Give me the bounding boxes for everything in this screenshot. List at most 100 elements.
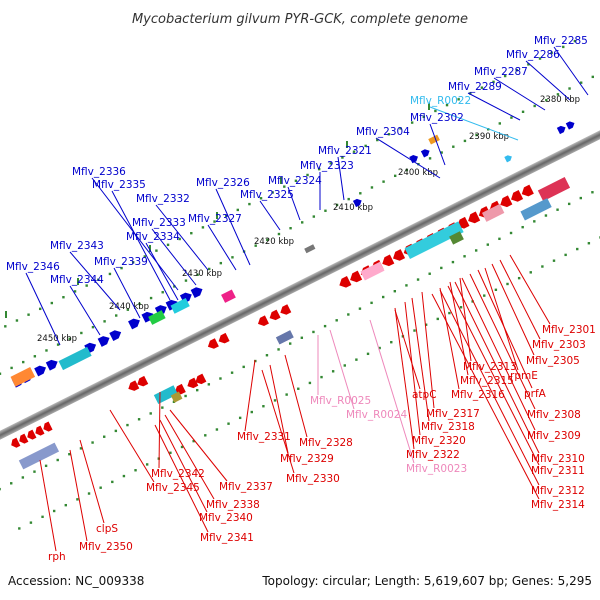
scale-dot — [289, 227, 292, 230]
gene-label-reverse[interactable]: Mflv_2315 — [460, 375, 514, 387]
gene-label-reverse[interactable]: Mflv_2314 — [531, 499, 585, 511]
gene-label-forward[interactable]: Mflv_2346 — [6, 261, 60, 273]
gene-label-reverse[interactable]: Mflv_2341 — [200, 532, 254, 544]
gene-label-reverse[interactable]: Mflv_R0024 — [346, 409, 407, 421]
label-leader-line — [79, 439, 105, 524]
gene-label-reverse[interactable]: rpmE — [510, 370, 538, 382]
gene-label-reverse[interactable]: Mflv_2350 — [79, 541, 133, 553]
forward-gene-arrow — [34, 365, 47, 377]
gene-label-reverse[interactable]: Mflv_2329 — [280, 453, 334, 465]
gene-label-reverse[interactable]: Mflv_2313 — [463, 361, 517, 373]
gene-label-reverse[interactable]: Mflv_2312 — [531, 485, 585, 497]
scale-dot — [541, 265, 544, 268]
scale-dot — [79, 447, 83, 450]
gene-label-reverse[interactable]: Mflv_2320 — [412, 435, 466, 447]
scale-dot — [10, 482, 13, 485]
scale-dot — [103, 320, 106, 323]
reverse-gene-arrow — [43, 421, 53, 432]
gene-label-forward[interactable]: Mflv_2327 — [188, 213, 242, 225]
gene-label-reverse[interactable]: Mflv_2337 — [219, 481, 273, 493]
label-leaders — [25, 46, 589, 552]
gene-label-reverse[interactable]: atpC — [412, 389, 437, 401]
gene-label-forward[interactable]: Mflv_2333 — [132, 217, 186, 229]
gene-label-reverse[interactable]: Mflv_2318 — [421, 421, 475, 433]
gene-label-forward[interactable]: Mflv_2335 — [92, 179, 146, 191]
gene-label-reverse[interactable]: prfA — [524, 388, 547, 400]
reverse-gene-arrow — [174, 383, 186, 395]
gene-label-reverse[interactable]: Mflv_R0023 — [406, 463, 467, 475]
gene-label-forward[interactable]: Mflv_2336 — [72, 166, 126, 178]
gene-feature-block — [58, 346, 92, 371]
gene-label-forward[interactable]: Mflv_2332 — [136, 193, 190, 205]
tick-mark — [280, 177, 282, 184]
gene-label-reverse[interactable]: Mflv_2305 — [526, 355, 580, 367]
tick-label: 2420 kbp — [254, 237, 294, 247]
gene-label-reverse[interactable]: clpS — [96, 523, 118, 535]
scale-dot — [41, 515, 44, 519]
gene-label-reverse[interactable]: Mflv_2331 — [237, 431, 291, 443]
gene-label-forward[interactable]: Mflv_2302 — [410, 112, 464, 124]
gene-label-forward[interactable]: Mflv_2286 — [506, 49, 560, 61]
label-leader-line — [499, 259, 541, 340]
scale-dot — [285, 393, 288, 396]
label-leader-line — [431, 293, 540, 500]
gene-label-reverse[interactable]: Mflv_2316 — [451, 389, 505, 401]
scale-dot — [341, 156, 344, 159]
scale-dot — [545, 98, 548, 102]
gene-label-forward[interactable]: Mflv_2343 — [50, 240, 104, 252]
label-leader-line — [215, 188, 251, 266]
label-leader-line — [287, 186, 301, 221]
gene-label-reverse[interactable]: rph — [48, 551, 66, 563]
gene-label-reverse[interactable]: Mflv_2330 — [286, 473, 340, 485]
scale-dot — [254, 244, 257, 247]
scale-dot — [579, 81, 583, 84]
gene-label-reverse[interactable]: Mflv_2301 — [542, 324, 596, 336]
gene-label-reverse[interactable]: Mflv_R0025 — [310, 395, 371, 407]
label-leader-line — [164, 414, 215, 500]
label-leader-line — [69, 251, 121, 311]
gene-label-forward[interactable]: Mflv_2344 — [50, 274, 104, 286]
reverse-gene-arrow — [521, 184, 534, 197]
reverse-gene-arrow — [137, 375, 149, 387]
gene-label-reverse[interactable]: Mflv_2338 — [206, 499, 260, 511]
gene-label-reverse[interactable]: Mflv_2322 — [406, 449, 460, 461]
gene-label-forward[interactable]: Mflv_2324 — [268, 175, 322, 187]
scale-dot — [44, 464, 48, 468]
gene-label-forward[interactable]: Mflv_2325 — [240, 189, 294, 201]
gene-label-forward[interactable]: Mflv_2285 — [534, 35, 588, 47]
scale-dot — [440, 266, 443, 270]
scale-dot — [506, 282, 509, 286]
gene-label-reverse[interactable]: Mflv_2342 — [151, 468, 205, 480]
gene-label-forward[interactable]: Mflv_2326 — [196, 177, 250, 189]
scale-dot — [300, 336, 304, 339]
gene-label-forward[interactable]: Mflv_R0022 — [410, 95, 471, 107]
scale-dot — [21, 476, 25, 479]
gene-label-reverse[interactable]: Mflv_2310 — [531, 453, 585, 465]
gene-label-forward[interactable]: Mflv_2289 — [448, 81, 502, 93]
gene-label-reverse[interactable]: Mflv_2345 — [146, 482, 200, 494]
label-leader-line — [394, 309, 421, 390]
label-leader-line — [394, 307, 415, 450]
scale-dot — [428, 157, 432, 160]
gene-label-forward[interactable]: Mflv_2287 — [474, 66, 528, 78]
gene-label-reverse[interactable]: Mflv_2340 — [199, 512, 253, 524]
label-leader-line — [329, 329, 355, 410]
gene-label-reverse[interactable]: Mflv_2308 — [527, 409, 581, 421]
gene-label-forward[interactable]: Mflv_2339 — [94, 256, 148, 268]
gene-label-reverse[interactable]: Mflv_2328 — [299, 437, 353, 449]
scale-dot — [120, 266, 123, 270]
gene-label-reverse[interactable]: Mflv_2309 — [527, 430, 581, 442]
gene-label-forward[interactable]: Mflv_2334 — [126, 231, 180, 243]
scale-dot — [494, 288, 498, 291]
gene-label-forward[interactable]: Mflv_2321 — [318, 145, 372, 157]
scale-dot — [259, 197, 263, 200]
forward-gene-arrow — [97, 336, 110, 347]
gene-label-forward[interactable]: Mflv_2304 — [356, 126, 410, 138]
gene-label-reverse[interactable]: Mflv_2317 — [426, 408, 480, 420]
gene-label-reverse[interactable]: Mflv_2311 — [531, 465, 585, 477]
scale-dot — [347, 313, 350, 316]
scale-dot — [208, 267, 211, 271]
scale-dot — [382, 180, 385, 183]
gene-label-forward[interactable]: Mflv_2323 — [300, 160, 354, 172]
gene-label-reverse[interactable]: Mflv_2303 — [532, 339, 586, 351]
